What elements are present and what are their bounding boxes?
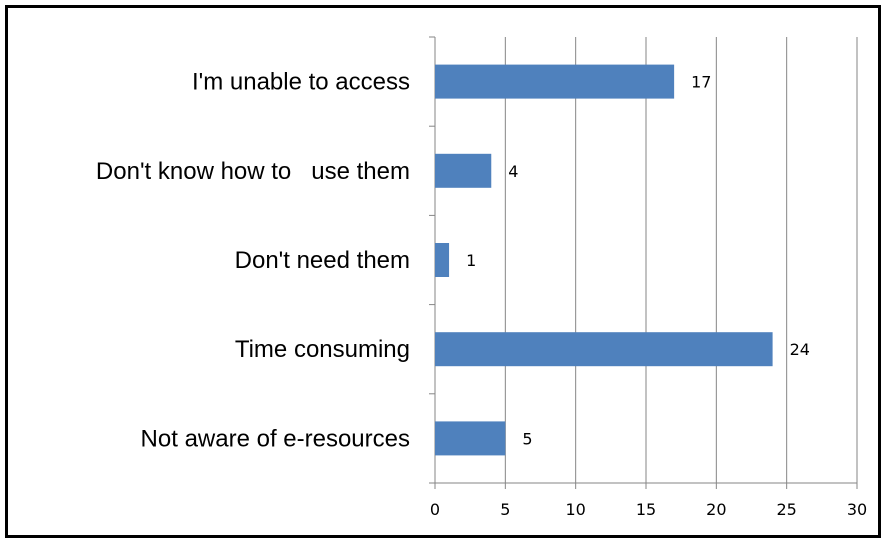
x-tick-label: 15 xyxy=(636,500,656,519)
x-tick-label: 25 xyxy=(776,500,796,519)
category-label: Don't need them xyxy=(235,247,410,274)
bar xyxy=(435,64,675,99)
data-label: 24 xyxy=(790,340,810,359)
category-label: Don't know how to use them xyxy=(96,158,410,185)
data-label: 17 xyxy=(691,73,711,92)
x-tick-label: 30 xyxy=(847,500,867,519)
category-label: Not aware of e-resources xyxy=(141,425,410,452)
data-label: 1 xyxy=(466,251,476,270)
bar xyxy=(435,153,492,188)
x-tick-label: 0 xyxy=(430,500,440,519)
data-label: 4 xyxy=(508,162,518,181)
bar xyxy=(435,421,506,456)
bar xyxy=(435,332,773,367)
x-tick-label: 10 xyxy=(565,500,585,519)
bar xyxy=(435,243,450,277)
category-label: Time consuming xyxy=(235,336,410,363)
x-tick-label: 5 xyxy=(500,500,510,519)
data-label: 5 xyxy=(522,429,532,448)
category-label: I'm unable to access xyxy=(192,69,410,96)
x-tick-label: 20 xyxy=(706,500,726,519)
